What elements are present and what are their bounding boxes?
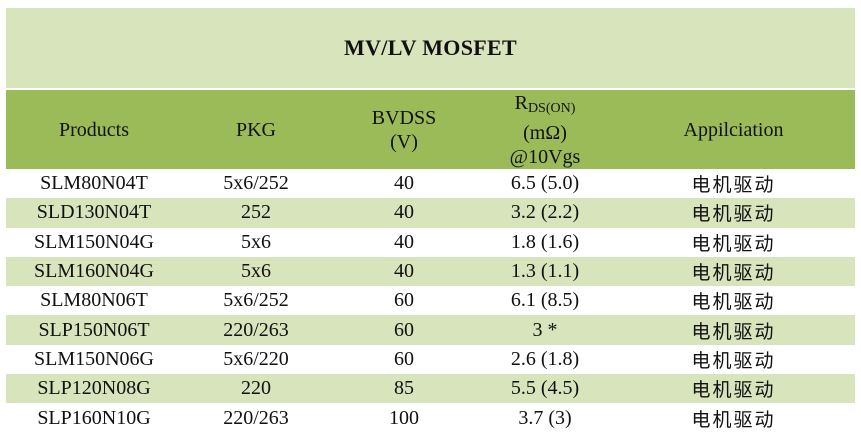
mosfet-table: MV/LV MOSFET Products PKG BVDSS (V) RDS(… xyxy=(6,8,855,433)
cell-application: 电机驱动 xyxy=(612,256,855,287)
cell-rds: 2.6 (1.8) xyxy=(478,344,612,375)
cell-pkg: 5x6/252 xyxy=(182,286,330,316)
cell-product: SLD130N04T xyxy=(6,198,182,228)
header-rds-unit: (mΩ) xyxy=(523,121,567,144)
header-rds-main: R xyxy=(514,91,528,114)
header-bvdss-unit: (V) xyxy=(390,130,418,153)
cell-product: SLM80N04T xyxy=(6,169,182,199)
cell-application: 电机驱动 xyxy=(612,169,855,199)
table-body: SLM80N04T 5x6/252 40 6.5 (5.0) 电机驱动 SLD130N04… xyxy=(6,169,855,433)
cell-rds: 1.3 (1.1) xyxy=(478,256,612,287)
header-application: Appilciation xyxy=(612,89,855,169)
cell-product: SLM80N06T xyxy=(6,286,182,316)
cell-product: SLP160N10G xyxy=(6,403,182,433)
cell-rds: 3.2 (2.2) xyxy=(478,198,612,228)
cell-pkg: 5x6 xyxy=(182,227,330,257)
cell-application: 电机驱动 xyxy=(612,315,855,345)
cell-pkg: 5x6 xyxy=(182,256,330,287)
cell-application: 电机驱动 xyxy=(612,198,855,228)
cell-bvdss: 40 xyxy=(330,227,478,257)
header-bvdss-label: BVDSS xyxy=(371,106,437,129)
table-row: SLM150N06G 5x6/220 60 2.6 (1.8) 电机驱动 xyxy=(6,344,855,375)
cell-pkg: 5x6/220 xyxy=(182,344,330,375)
cell-rds: 5.5 (4.5) xyxy=(478,374,612,404)
header-rds-condition: @10Vgs xyxy=(509,145,581,168)
header-rds: RDS(ON) (mΩ) @10Vgs xyxy=(478,89,612,169)
cell-pkg: 5x6/252 xyxy=(182,169,330,199)
cell-bvdss: 40 xyxy=(330,169,478,199)
table-title: MV/LV MOSFET xyxy=(6,8,855,90)
cell-rds: 6.5 (5.0) xyxy=(478,169,612,199)
header-rds-subscript: DS(ON) xyxy=(527,100,576,116)
table-row: SLP150N06T 220/263 60 3 * 电机驱动 xyxy=(6,315,855,345)
cell-bvdss: 40 xyxy=(330,198,478,228)
cell-application: 电机驱动 xyxy=(612,227,855,257)
cell-rds: 3 * xyxy=(478,315,612,345)
cell-product: SLM160N04G xyxy=(6,256,182,287)
cell-rds: 1.8 (1.6) xyxy=(478,227,612,257)
cell-application: 电机驱动 xyxy=(612,286,855,316)
cell-pkg: 220/263 xyxy=(182,403,330,433)
table-row: SLD130N04T 252 40 3.2 (2.2) 电机驱动 xyxy=(6,198,855,228)
cell-bvdss: 40 xyxy=(330,256,478,287)
cell-bvdss: 100 xyxy=(330,403,478,433)
table-row: SLM160N04G 5x6 40 1.3 (1.1) 电机驱动 xyxy=(6,256,855,287)
cell-product: SLP120N08G xyxy=(6,374,182,404)
header-products: Products xyxy=(6,89,182,169)
header-bvdss: BVDSS (V) xyxy=(330,89,478,169)
table-row: SLP160N10G 220/263 100 3.7 (3) 电机驱动 xyxy=(6,403,855,433)
cell-bvdss: 60 xyxy=(330,286,478,316)
cell-pkg: 220/263 xyxy=(182,315,330,345)
cell-product: SLM150N04G xyxy=(6,227,182,257)
table-row: SLM80N04T 5x6/252 40 6.5 (5.0) 电机驱动 xyxy=(6,169,855,199)
cell-pkg: 252 xyxy=(182,198,330,228)
cell-product: SLM150N06G xyxy=(6,344,182,375)
cell-bvdss: 85 xyxy=(330,374,478,404)
header-row: Products PKG BVDSS (V) RDS(ON) (mΩ) @10V… xyxy=(6,89,855,169)
cell-product: SLP150N06T xyxy=(6,315,182,345)
cell-bvdss: 60 xyxy=(330,315,478,345)
cell-application: 电机驱动 xyxy=(612,374,855,404)
table-row: SLP120N08G 220 85 5.5 (4.5) 电机驱动 xyxy=(6,374,855,404)
cell-pkg: 220 xyxy=(182,374,330,404)
header-pkg: PKG xyxy=(182,89,330,169)
title-row: MV/LV MOSFET xyxy=(6,8,855,90)
cell-application: 电机驱动 xyxy=(612,344,855,375)
cell-application: 电机驱动 xyxy=(612,403,855,433)
cell-rds: 3.7 (3) xyxy=(478,403,612,433)
table-row: SLM150N04G 5x6 40 1.8 (1.6) 电机驱动 xyxy=(6,227,855,257)
cell-rds: 6.1 (8.5) xyxy=(478,286,612,316)
header-rds-symbol: RDS(ON) xyxy=(478,91,612,121)
cell-bvdss: 60 xyxy=(330,344,478,375)
table-row: SLM80N06T 5x6/252 60 6.1 (8.5) 电机驱动 xyxy=(6,286,855,316)
